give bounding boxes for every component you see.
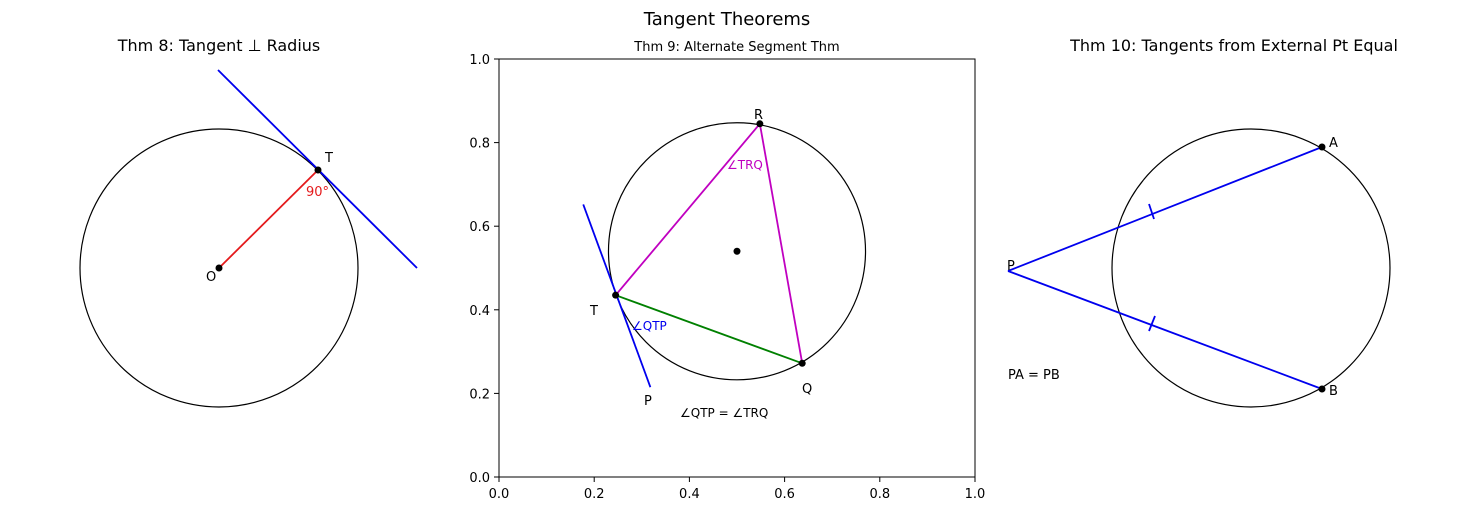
y-tick-label: 0.0 — [469, 471, 490, 486]
thm10-label-B: B — [1329, 384, 1338, 399]
thm9-y-axis: 0.0 0.2 0.4 0.6 0.8 1.0 — [469, 53, 499, 486]
thm9-angle-qtp-label: ∠QTP — [632, 319, 667, 333]
figure-title: Tangent Theorems — [643, 9, 811, 30]
y-tick-label: 1.0 — [469, 53, 490, 68]
thm9-chord-RQ — [758, 123, 804, 364]
thm8-point-label: T — [324, 151, 333, 166]
thm9-label-P: P — [644, 394, 652, 409]
thm9-label-R: R — [754, 108, 763, 123]
thm9-title: Thm 9: Alternate Segment Thm — [633, 40, 839, 55]
thm8-center-label: O — [206, 270, 216, 285]
thm9-chord-TR — [614, 123, 761, 296]
y-tick-label: 0.8 — [469, 137, 490, 152]
thm10-equation: PA = PB — [1008, 368, 1060, 383]
thm9-x-axis: 0.0 0.2 0.4 0.6 0.8 1.0 — [489, 477, 986, 502]
thm9-point-R — [756, 120, 764, 128]
thm10-label-A: A — [1329, 136, 1338, 151]
thm10-point-A — [1318, 143, 1326, 151]
panel-thm9: Thm 9: Alternate Segment Thm 0.0 0.2 0.4 0.… — [469, 40, 985, 502]
thm9-center-point — [733, 247, 741, 255]
thm10-point-B — [1318, 385, 1326, 393]
thm10-tick-PB — [1148, 315, 1156, 332]
thm10-tick-PA — [1148, 203, 1155, 220]
thm8-center-point — [215, 264, 223, 272]
thm10-circle — [1111, 128, 1391, 408]
thm8-circle — [79, 128, 359, 408]
x-tick-label: 1.0 — [965, 487, 986, 502]
thm9-circle — [607, 122, 867, 381]
x-tick-label: 0.8 — [869, 487, 890, 502]
x-tick-label: 0.2 — [584, 487, 605, 502]
y-tick-label: 0.6 — [469, 220, 490, 235]
thm9-chord-TQ — [615, 294, 803, 365]
thm9-axes-frame — [498, 58, 976, 478]
panel-thm10: Thm 10: Tangents from External Pt Equal … — [1007, 36, 1398, 408]
thm9-plot-area — [582, 120, 867, 388]
x-tick-label: 0.6 — [774, 487, 795, 502]
thm9-angle-trq-label: ∠TRQ — [727, 158, 763, 172]
x-tick-label: 0.4 — [679, 487, 700, 502]
thm10-tangent-PA — [1007, 146, 1323, 272]
thm9-equation: ∠QTP = ∠TRQ — [680, 406, 768, 420]
thm10-title: Thm 10: Tangents from External Pt Equal — [1069, 36, 1398, 55]
thm8-radius — [218, 169, 319, 269]
y-tick-label: 0.4 — [469, 304, 490, 319]
thm10-label-P: P — [1007, 259, 1015, 274]
thm8-title: Thm 8: Tangent ⊥ Radius — [117, 36, 320, 55]
thm9-point-Q — [798, 359, 806, 367]
thm8-angle-label: 90° — [306, 185, 329, 200]
thm9-label-T: T — [589, 304, 598, 319]
thm10-tangent-PB — [1007, 270, 1323, 390]
thm8-tangent-point — [314, 166, 322, 174]
y-tick-label: 0.2 — [469, 387, 490, 402]
thm9-label-Q: Q — [802, 382, 812, 397]
panel-thm8: Thm 8: Tangent ⊥ Radius O T 90° — [79, 36, 418, 408]
x-tick-label: 0.0 — [489, 487, 510, 502]
thm9-point-T — [612, 291, 620, 299]
